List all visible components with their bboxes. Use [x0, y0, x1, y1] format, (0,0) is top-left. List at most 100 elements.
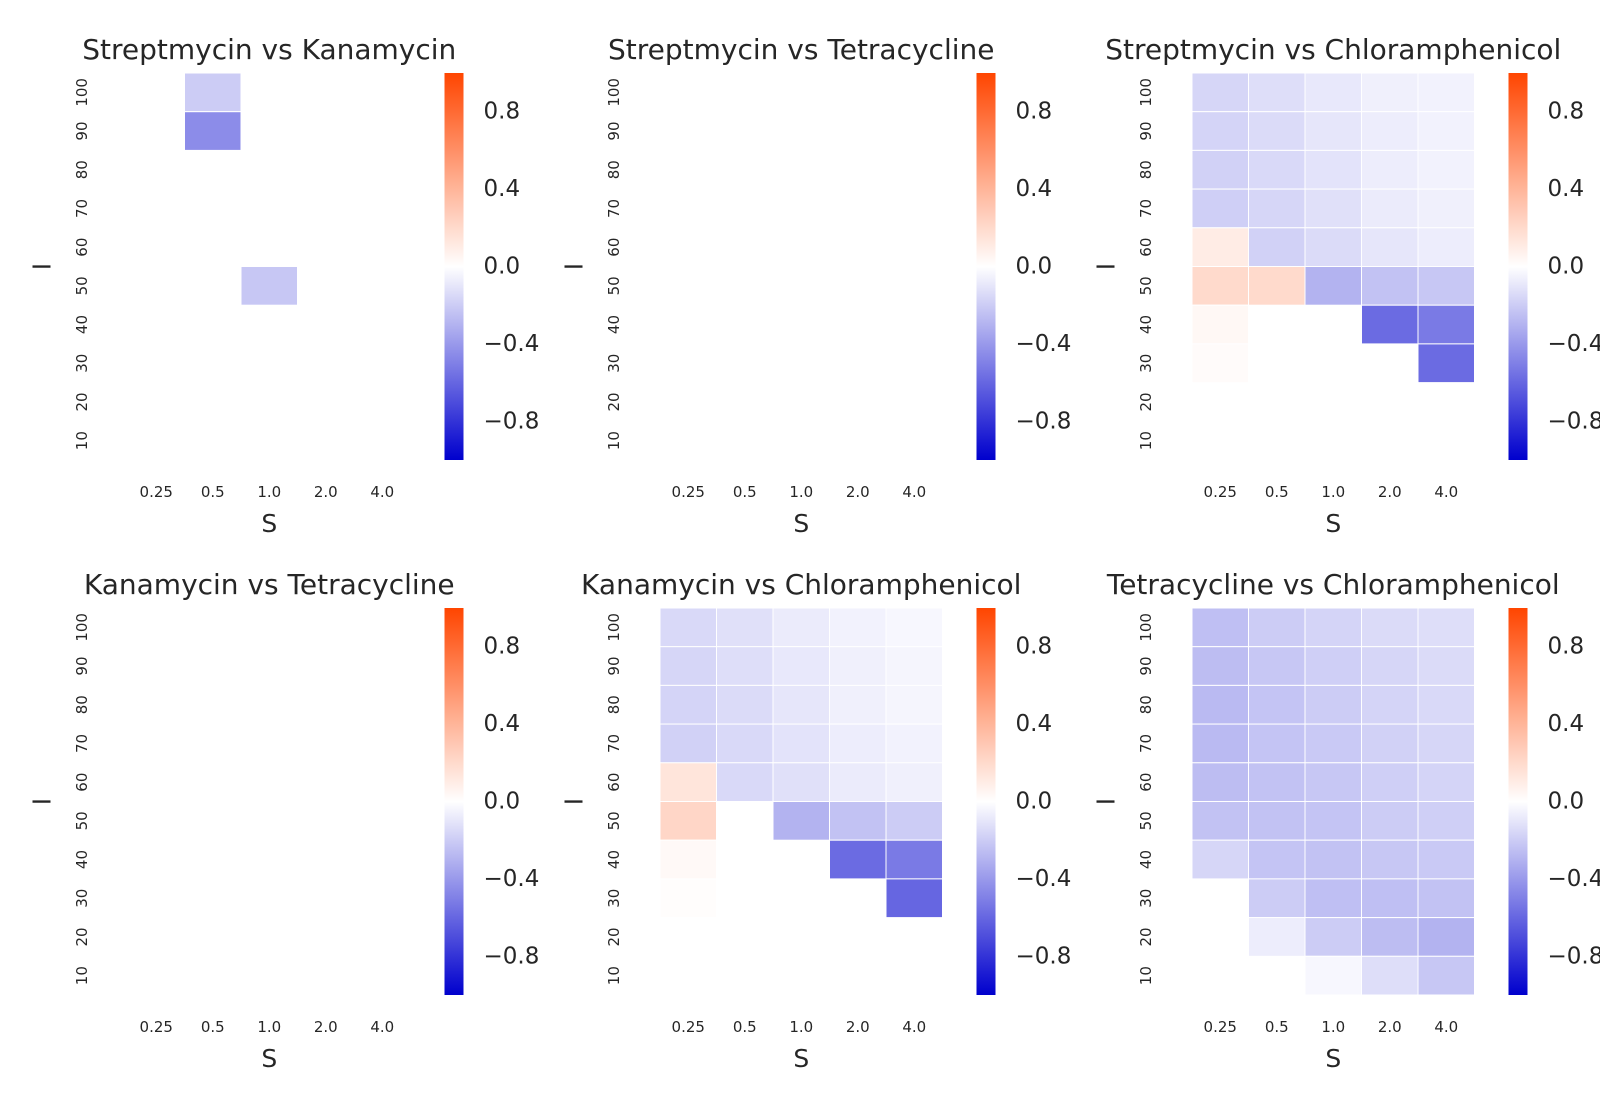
heatmap-cell [1192, 267, 1249, 306]
x-tick-label: 1.0 [1321, 483, 1345, 501]
heatmap-cell [1362, 73, 1419, 112]
y-axis-label: I [1092, 798, 1121, 805]
y-axis-label: I [28, 263, 57, 270]
heatmap-cell [1305, 724, 1362, 763]
heatmap-cell [773, 685, 830, 724]
heatmap-cell [1305, 918, 1362, 957]
heatmap-cell [1418, 150, 1475, 189]
y-tick-label: 20 [73, 392, 91, 411]
x-tick-label: 1.0 [257, 483, 281, 501]
x-tick-label: 1.0 [1321, 1018, 1345, 1036]
heatmap-cell [1249, 647, 1306, 686]
y-tick-label: 80 [1137, 160, 1155, 179]
x-axis-label: S [793, 509, 809, 538]
heatmap-cell [886, 724, 943, 763]
y-tick-label: 20 [1137, 392, 1155, 411]
heatmap-cell [886, 763, 943, 802]
heatmap-cell [1305, 879, 1362, 918]
y-tick-label: 90 [1137, 657, 1155, 676]
colorbar-tick-label: 0.0 [1016, 254, 1053, 280]
y-tick-label: 60 [1137, 238, 1155, 257]
y-axis-label: I [560, 798, 589, 805]
x-tick-label: 0.5 [201, 483, 225, 501]
y-tick-label: 30 [73, 889, 91, 908]
heatmap-cell [1418, 763, 1475, 802]
x-tick-label: 4.0 [370, 483, 394, 501]
colorbar-tick-label: −0.4 [484, 866, 540, 892]
y-tick-label: 40 [1137, 850, 1155, 869]
y-tick-label: 70 [73, 734, 91, 753]
y-tick-label: 100 [605, 78, 623, 107]
colorbar-tick-label: −0.8 [1016, 943, 1072, 969]
heatmap-cell [1418, 228, 1475, 267]
heatmap-cell [1418, 956, 1475, 995]
heatmap-cell [1418, 73, 1475, 112]
y-tick-label: 100 [73, 78, 91, 107]
colorbar-tick-label: −0.4 [1016, 866, 1072, 892]
x-tick-label: 2.0 [846, 1018, 870, 1036]
y-tick-label: 20 [605, 392, 623, 411]
chart-title: Tetracycline vs Chloramphenicol [1106, 568, 1560, 601]
heatmap-cell [886, 840, 943, 879]
x-axis-label: S [261, 509, 277, 538]
colorbar [1509, 73, 1528, 460]
heatmap-cell [1249, 112, 1306, 151]
heatmap-cell [1362, 112, 1419, 151]
heatmap-cell [1192, 647, 1249, 686]
y-tick-label: 70 [1137, 199, 1155, 218]
heatmap-cell [1362, 763, 1419, 802]
heatmap-cell [660, 608, 717, 647]
heatmap-cell [830, 802, 887, 841]
y-tick-label: 80 [73, 160, 91, 179]
heatmap-cell [1305, 608, 1362, 647]
x-tick-label: 2.0 [1378, 1018, 1402, 1036]
x-tick-label: 0.25 [672, 483, 705, 501]
x-tick-label: 0.5 [1265, 483, 1289, 501]
chart-title: Streptmycin vs Tetracycline [608, 33, 994, 66]
heatmap-cell [830, 840, 887, 879]
y-tick-label: 10 [605, 431, 623, 450]
heatmap-cell [185, 112, 242, 151]
y-tick-label: 10 [73, 966, 91, 985]
y-tick-label: 60 [1137, 773, 1155, 792]
heatmap-cell [1192, 189, 1249, 228]
chart-title: Kanamycin vs Tetracycline [84, 568, 455, 601]
heatmap-cell [773, 724, 830, 763]
heatmap-cell [1362, 189, 1419, 228]
colorbar-tick-label: 0.8 [1016, 99, 1053, 125]
x-tick-label: 4.0 [370, 1018, 394, 1036]
heatmap-cell [1305, 685, 1362, 724]
x-tick-label: 2.0 [314, 483, 338, 501]
chart-title: Streptmycin vs Kanamycin [82, 33, 456, 66]
heatmap-cell [1305, 763, 1362, 802]
heatmap-cell [1249, 685, 1306, 724]
heatmap-cell [1305, 112, 1362, 151]
x-axis-label: S [793, 1044, 809, 1073]
chart-title: Streptmycin vs Chloramphenicol [1105, 33, 1561, 66]
x-tick-label: 0.25 [1204, 1018, 1237, 1036]
heatmap-cell [1418, 189, 1475, 228]
y-tick-label: 20 [73, 927, 91, 946]
heatmap-cell [1249, 228, 1306, 267]
colorbar [445, 608, 464, 995]
heatmap-cell [773, 763, 830, 802]
heatmap-cell [717, 608, 774, 647]
y-tick-label: 60 [605, 773, 623, 792]
y-axis-label: I [1092, 263, 1121, 270]
heatmap-cell [1305, 956, 1362, 995]
heatmap-cell [1362, 724, 1419, 763]
heatmap-cell [1418, 879, 1475, 918]
y-tick-label: 40 [73, 315, 91, 334]
y-axis-label: I [28, 798, 57, 805]
heatmap-cell [1305, 647, 1362, 686]
x-tick-label: 0.5 [1265, 1018, 1289, 1036]
heatmap-cell [1362, 956, 1419, 995]
y-tick-label: 80 [1137, 695, 1155, 714]
y-tick-label: 60 [73, 238, 91, 257]
heatmap-cell [1362, 608, 1419, 647]
colorbar-tick-label: 0.8 [1548, 99, 1585, 125]
heatmap-cell [830, 647, 887, 686]
heatmap-cell [1305, 840, 1362, 879]
